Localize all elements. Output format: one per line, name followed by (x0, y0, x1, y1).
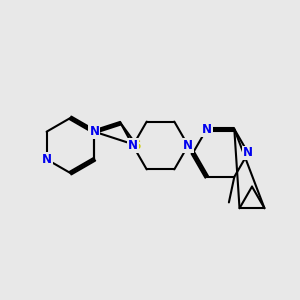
Text: N: N (202, 123, 212, 136)
Text: N: N (243, 146, 253, 160)
Text: N: N (89, 125, 99, 138)
Text: N: N (183, 139, 193, 152)
Text: N: N (42, 153, 52, 166)
Text: N: N (128, 139, 138, 152)
Text: S: S (133, 139, 141, 152)
